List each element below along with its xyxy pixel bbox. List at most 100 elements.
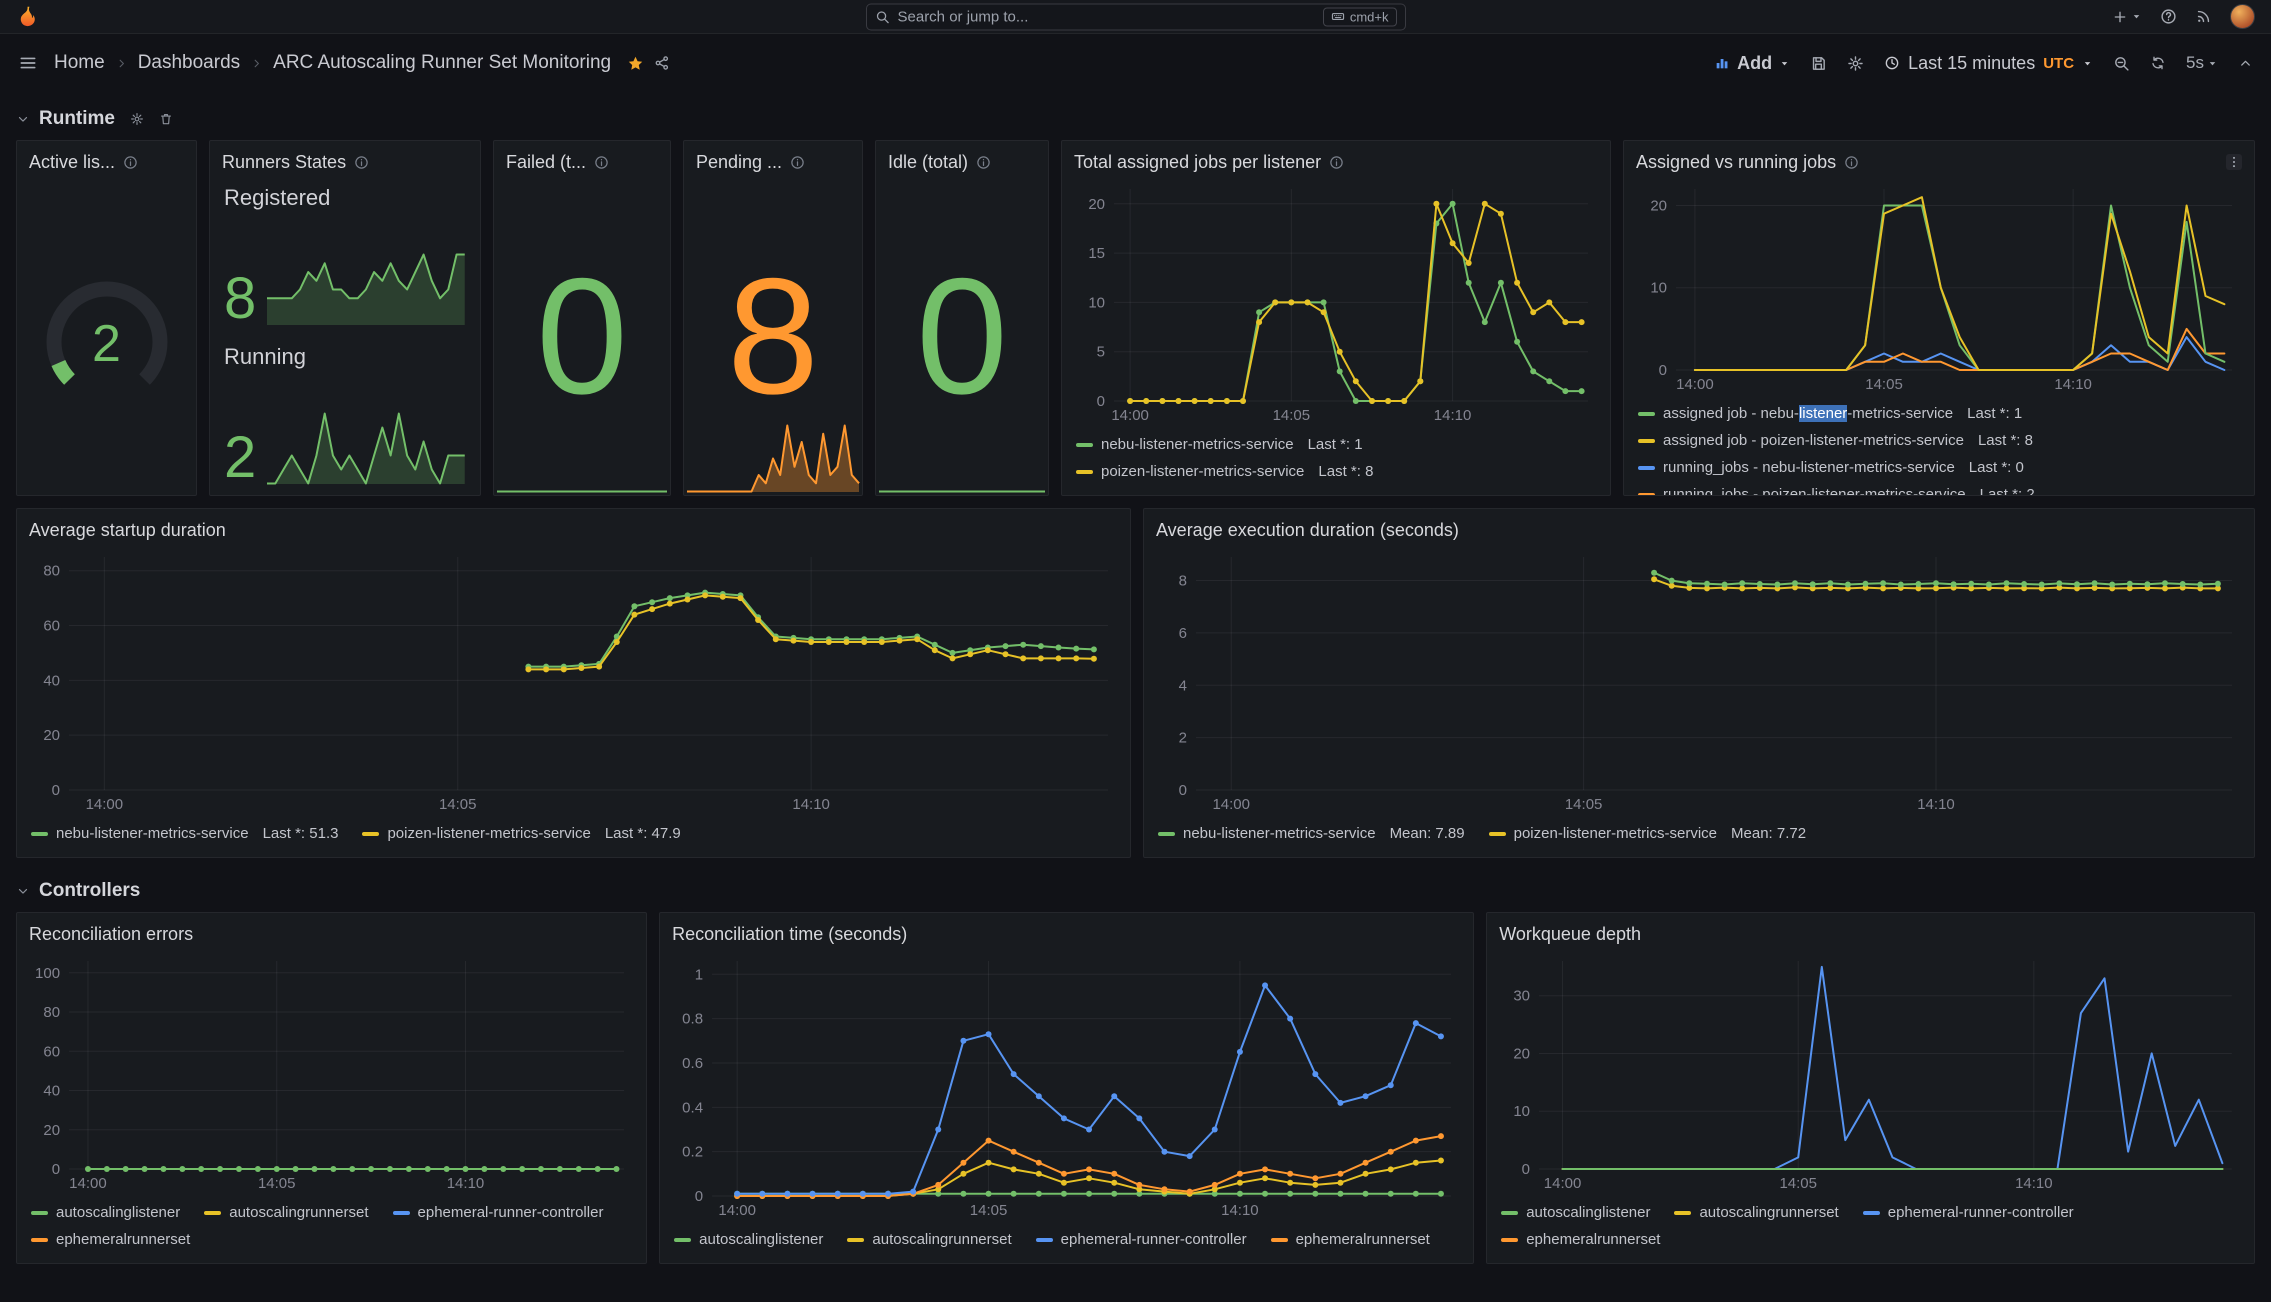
info-icon[interactable] (123, 155, 138, 170)
svg-text:14:10: 14:10 (1221, 1202, 1259, 1219)
panel-title[interactable]: Average startup duration (29, 519, 226, 540)
legend-item[interactable]: poizen-listener-metrics-service Last *: 8 (1076, 458, 1596, 485)
legend-item[interactable]: ephemeral-runner-controller (1862, 1199, 2074, 1226)
series-stat: Last *: 1 (1967, 405, 2023, 422)
svg-text:10: 10 (1088, 294, 1105, 311)
breadcrumb-dashboards[interactable]: Dashboards (137, 52, 241, 73)
zoom-out-button[interactable] (2113, 55, 2130, 72)
legend-item[interactable]: nebu-listener-metrics-service Mean: 7.89 (1158, 820, 1465, 847)
legend-item[interactable]: autoscalingrunnerset (1674, 1199, 1839, 1226)
panel-title[interactable]: Pending ... (696, 151, 783, 172)
svg-text:20: 20 (43, 727, 60, 744)
legend-item[interactable]: assigned job - poizen-listener-metrics-s… (1638, 427, 2240, 454)
keyboard-icon (1331, 10, 1345, 24)
svg-text:6: 6 (1179, 625, 1187, 642)
panel-title[interactable]: Active lis... (29, 151, 116, 172)
stat-value: 0 (916, 243, 1008, 428)
row-title[interactable]: Runtime (39, 108, 115, 129)
series-label: ephemeralrunnerset (1295, 1231, 1430, 1248)
time-range-picker[interactable]: Last 15 minutes UTC (1884, 53, 2093, 74)
panel-menu-icon[interactable] (2226, 154, 2242, 170)
refresh-button[interactable] (2150, 55, 2166, 71)
info-icon[interactable] (354, 155, 369, 170)
search-input[interactable]: Search or jump to... cmd+k (865, 3, 1406, 30)
time-series-chart[interactable]: 14:00 14:05 14:10 0 2 4 6 8 (1150, 547, 2246, 816)
breadcrumb-home[interactable]: Home (54, 52, 105, 73)
svg-text:14:00: 14:00 (719, 1202, 757, 1219)
chart-legend: autoscalinglistener autoscalingrunnerset e… (1487, 1195, 2254, 1263)
legend-item[interactable]: ephemeral-runner-controller (1035, 1226, 1247, 1253)
info-icon[interactable] (594, 155, 609, 170)
search-placeholder: Search or jump to... (897, 8, 1029, 25)
panel-title[interactable]: Failed (t... (506, 151, 587, 172)
info-icon[interactable] (1844, 155, 1859, 170)
legend-item[interactable]: ephemeral-runner-controller (392, 1199, 603, 1226)
time-series-chart[interactable]: 14:00 14:05 14:10 0 5 10 15 20 (1068, 179, 1602, 427)
panel-title[interactable]: Total assigned jobs per listener (1074, 151, 1322, 172)
new-button[interactable] (2112, 9, 2142, 25)
legend-item[interactable]: ephemeralrunnerset (1501, 1226, 1660, 1253)
share-icon[interactable] (654, 55, 670, 71)
panel-title[interactable]: Reconciliation errors (29, 923, 194, 944)
gear-icon[interactable] (130, 112, 144, 126)
news-button[interactable] (2195, 8, 2212, 25)
panel-average-startup-duration: Average startup duration 14:00 14:05 14:10… (16, 508, 1131, 858)
panel-title[interactable]: Average execution duration (seconds) (1156, 519, 1459, 540)
legend-item[interactable]: nebu-listener-metrics-service Last *: 1 (1076, 431, 1596, 458)
help-button[interactable] (2160, 8, 2177, 25)
plus-icon (2112, 9, 2128, 25)
mega-menu-button[interactable] (18, 53, 38, 73)
series-stat: Mean: 7.89 (1389, 825, 1465, 842)
series-label: ephemeral-runner-controller (1060, 1231, 1247, 1248)
svg-text:80: 80 (43, 1004, 60, 1021)
svg-text:0.6: 0.6 (682, 1055, 703, 1072)
trash-icon[interactable] (159, 112, 173, 126)
favorite-star-icon[interactable] (627, 55, 644, 72)
legend-item[interactable]: poizen-listener-metrics-service Mean: 7.7… (1488, 820, 1806, 847)
breadcrumb-current: ARC Autoscaling Runner Set Monitoring (273, 52, 612, 73)
save-dashboard-button[interactable] (1810, 55, 1827, 72)
time-series-chart[interactable]: 14:00 14:05 14:10 0 0.2 0.4 0.6 0.8 1 (666, 951, 1465, 1222)
legend-item[interactable]: running_jobs - nebu-listener-metrics-ser… (1638, 454, 2240, 481)
panel-title[interactable]: Reconciliation time (seconds) (672, 923, 908, 944)
user-avatar[interactable] (2230, 4, 2255, 29)
info-icon[interactable] (1329, 155, 1344, 170)
panel-title[interactable]: Idle (total) (888, 151, 969, 172)
chart-legend: nebu-listener-metrics-service Last *: 51.… (17, 816, 1130, 857)
legend-item[interactable]: assigned job - nebu-listener-metrics-ser… (1638, 400, 2240, 427)
add-button[interactable]: Add (1714, 53, 1790, 74)
collapse-toolbar-button[interactable] (2238, 56, 2253, 71)
svg-text:40: 40 (43, 672, 60, 689)
series-stat: Last *: 47.9 (604, 825, 681, 842)
info-icon[interactable] (790, 155, 805, 170)
panel-title[interactable]: Runners States (222, 151, 347, 172)
legend-item[interactable]: autoscalinglistener (1501, 1199, 1650, 1226)
legend-item[interactable]: nebu-listener-metrics-service Last *: 51.… (31, 820, 338, 847)
stat-value: 2 (224, 424, 257, 490)
panel-title[interactable]: Assigned vs running jobs (1636, 151, 1837, 172)
legend-item[interactable]: autoscalinglistener (674, 1226, 823, 1253)
time-series-chart[interactable]: 14:00 14:05 14:10 0 10 20 (1630, 179, 2246, 396)
legend-item[interactable]: autoscalingrunnerset (847, 1226, 1012, 1253)
caret-down-icon (2131, 11, 2142, 22)
legend-item[interactable]: ephemeralrunnerset (31, 1226, 190, 1253)
row-title[interactable]: Controllers (39, 880, 141, 901)
time-series-chart[interactable]: 14:00 14:05 14:10 0 20 40 60 80 (23, 547, 1122, 816)
refresh-interval-picker[interactable]: 5s (2186, 53, 2218, 73)
dashboard-settings-button[interactable] (1847, 55, 1864, 72)
legend-item[interactable]: ephemeralrunnerset (1270, 1226, 1430, 1253)
legend-item[interactable]: running_jobs - poizen-listener-metrics-s… (1638, 481, 2240, 495)
legend-item[interactable]: poizen-listener-metrics-service Last *: 4… (362, 820, 681, 847)
stat-label: Registered (224, 185, 331, 210)
series-color-dash (1270, 1237, 1288, 1242)
time-series-chart[interactable]: 14:00 14:05 14:10 0 10 20 30 (1493, 951, 2246, 1195)
info-icon[interactable] (976, 155, 991, 170)
legend-item[interactable]: autoscalinglistener (31, 1199, 180, 1226)
series-stat: Last *: 8 (1318, 463, 1374, 480)
panel-title[interactable]: Workqueue depth (1499, 923, 1641, 944)
time-series-chart[interactable]: 14:00 14:05 14:10 0 20 40 60 80 100 (23, 951, 638, 1195)
legend-item[interactable]: autoscalingrunnerset (204, 1199, 369, 1226)
svg-text:0: 0 (1179, 782, 1187, 799)
series-color-dash (1862, 1210, 1880, 1215)
grafana-logo[interactable] (16, 5, 39, 28)
